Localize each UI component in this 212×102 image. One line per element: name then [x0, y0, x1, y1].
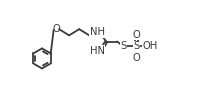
Text: S: S	[133, 41, 140, 51]
Text: O: O	[133, 30, 140, 40]
Text: HN: HN	[89, 46, 105, 56]
Text: NH: NH	[89, 27, 105, 37]
Text: O: O	[133, 53, 140, 63]
Text: O: O	[52, 24, 60, 34]
Text: S: S	[120, 41, 127, 51]
Text: OH: OH	[143, 41, 158, 51]
